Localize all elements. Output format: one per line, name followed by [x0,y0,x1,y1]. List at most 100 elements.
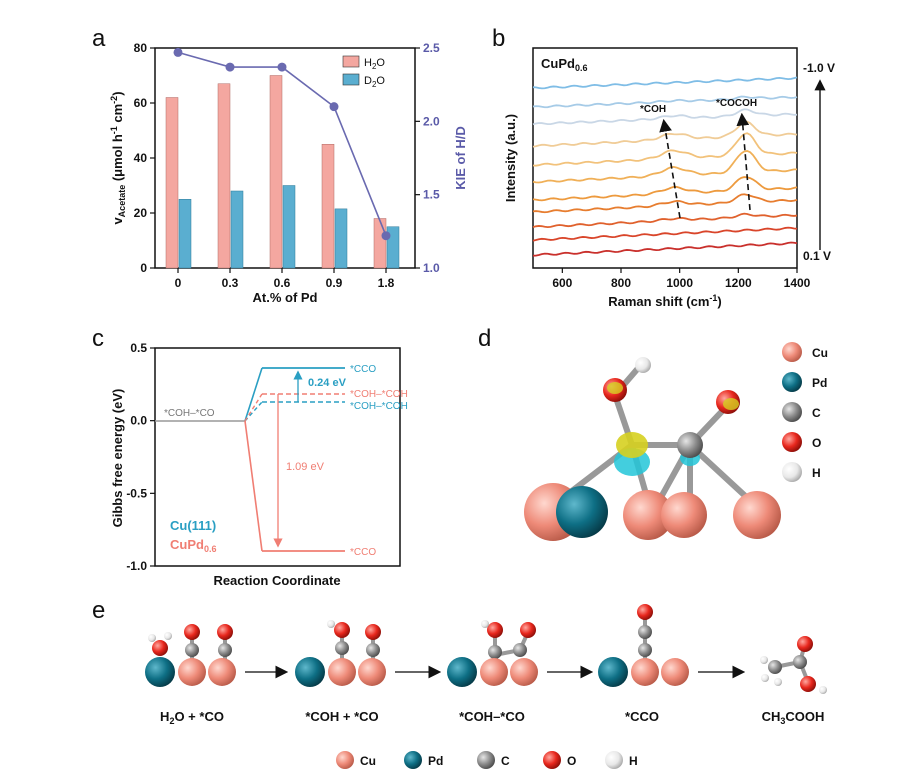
kie-point [173,47,183,57]
y2-axis-title-a: KIE of H/D [453,126,468,190]
legend-atom-swatch-e [404,751,422,769]
step-label: *COH + *CO [305,709,378,724]
legend-atom-label-e: Pd [428,754,443,768]
atom-h [635,357,651,373]
bar-h2o [321,144,335,269]
spectrum-line [532,95,798,109]
panel-b: b 600 800 1000 1200 1400 CuPd0.6 *COH *COCOH… [492,25,835,309]
legend-atom-label-d: H [812,466,821,480]
legend-atom-label-e: H [629,754,638,768]
y-axis-title-b: Intensity (a.u.) [503,114,518,202]
legend-atom-swatch-e [336,751,354,769]
legend-e: Cu Pd C O H [336,751,638,769]
bar-h2o [373,218,387,269]
y-axis-title-a: vAcetate (μmol h-1 cm-2) [109,91,127,224]
y-tick-label-a: 20 [134,206,148,220]
legend-cupd: CuPd0.6 [170,537,216,554]
x-tick-label-a: 1.8 [378,276,395,290]
x-axis-title-c: Reaction Coordinate [213,573,340,588]
spectrum-line [532,150,798,184]
x-tick-label-a: 0.3 [222,276,239,290]
cu-cco-label: *CCO [350,364,376,375]
atom-cu-2 [623,490,673,540]
x-tick-label-b: 1200 [725,276,752,290]
x-tick-label-b: 600 [552,276,572,290]
legend-atom-label-d: Pd [812,376,827,390]
kie-point [225,62,235,72]
y2-tick-label-a: 1.5 [423,188,440,202]
y-tick-label-c: -0.5 [126,486,147,500]
peak-cocoh-label: *COCOH [716,98,757,109]
spectrum-line [532,132,798,167]
step-label: *COH–*CO [459,709,525,724]
y2-tick-label-a: 1.0 [423,261,440,275]
bars-a [165,75,400,269]
panel-d-letter: d [478,325,491,352]
atom-c [677,432,703,458]
panel-b-letter: b [492,25,505,52]
spectrum-line [532,108,798,126]
spectrum-line [532,76,798,90]
y2-tick-label-a: 2.0 [423,114,440,128]
molecule-step-2 [295,620,386,687]
cu-cohcoh-label: *COH–*COH [350,401,408,412]
barrier-cu-label: 0.24 eV [308,377,347,389]
y-tick-label-a: 80 [134,41,148,55]
spectrum-line [532,241,798,257]
bar-h2o [165,97,179,269]
legend-atom-swatch-d [782,342,802,362]
x-axis-title-b: Raman shift (cm-1) [608,293,722,309]
cu-cohcoh-connector [244,401,263,422]
atom-pd [556,486,608,538]
pd-cohcoh-connector [244,393,263,422]
legend-d2o-label: D2O [364,75,385,89]
y-tick-label-c: 0.0 [130,414,147,428]
x-tick-label-b: 1000 [666,276,693,290]
plot-b-frame [532,47,798,269]
y2-tick-label-a: 2.5 [423,41,440,55]
charge-density-o [607,382,623,394]
ticks-a: 0 0.3 0.6 0.9 1.8 0 20 40 60 80 1.0 1.5 2.0 2.5 [134,41,440,290]
bar-d2o [282,185,296,269]
pd-cco-label: *CCO [350,547,376,558]
legend-cu111: Cu(111) [170,518,216,533]
bar-h2o [269,75,283,269]
x-tick-label-b: 800 [611,276,631,290]
step-label: *CCO [625,709,659,724]
panel-e: e [92,597,827,769]
top-potential-label: -1.0 V [803,61,835,75]
legend-atom-swatch-d [782,372,802,392]
barrier-pd-label: 1.09 eV [286,461,325,473]
pd-cohcoh-label: *COH–*COH [350,389,408,400]
peak-coh-label: *COH [640,104,666,115]
x-tick-label-a: 0.6 [274,276,291,290]
x-axis-title-a: At.% of Pd [253,290,318,305]
legend-atom-label-d: Cu [812,346,828,360]
step-label: CH3COOH [762,709,825,726]
initial-state-label: *COH–*CO [164,408,215,419]
kie-point [329,102,339,112]
legend-atom-label-e: C [501,754,510,768]
step-label: H2O + *CO [160,709,224,726]
pd-cco-connector [244,420,263,552]
legend-atom-swatch-e [543,751,561,769]
y-tick-label-a: 60 [134,96,148,110]
legend-atom-label-d: C [812,406,821,420]
spectrum-line [532,176,798,202]
plot-c-frame [154,347,401,567]
bonds-d [557,363,758,511]
x-tick-label-a: 0.9 [326,276,343,290]
spectrum-line [532,120,798,148]
molecule-step-1 [145,624,236,687]
legend-h2o-label: H2O [364,57,385,71]
legend-d: Cu Pd C O H [782,342,828,482]
legend-atom-swatch-e [477,751,495,769]
y-axis-title-c: Gibbs free energy (eV) [110,389,125,528]
cu-cco-connector [244,367,263,422]
x-tick-label-a: 0 [175,276,182,290]
legend-atom-label-d: O [812,436,821,450]
legend-atom-swatch-e [605,751,623,769]
panel-a-letter: a [92,25,106,52]
y-tick-label-c: -1.0 [126,559,147,573]
